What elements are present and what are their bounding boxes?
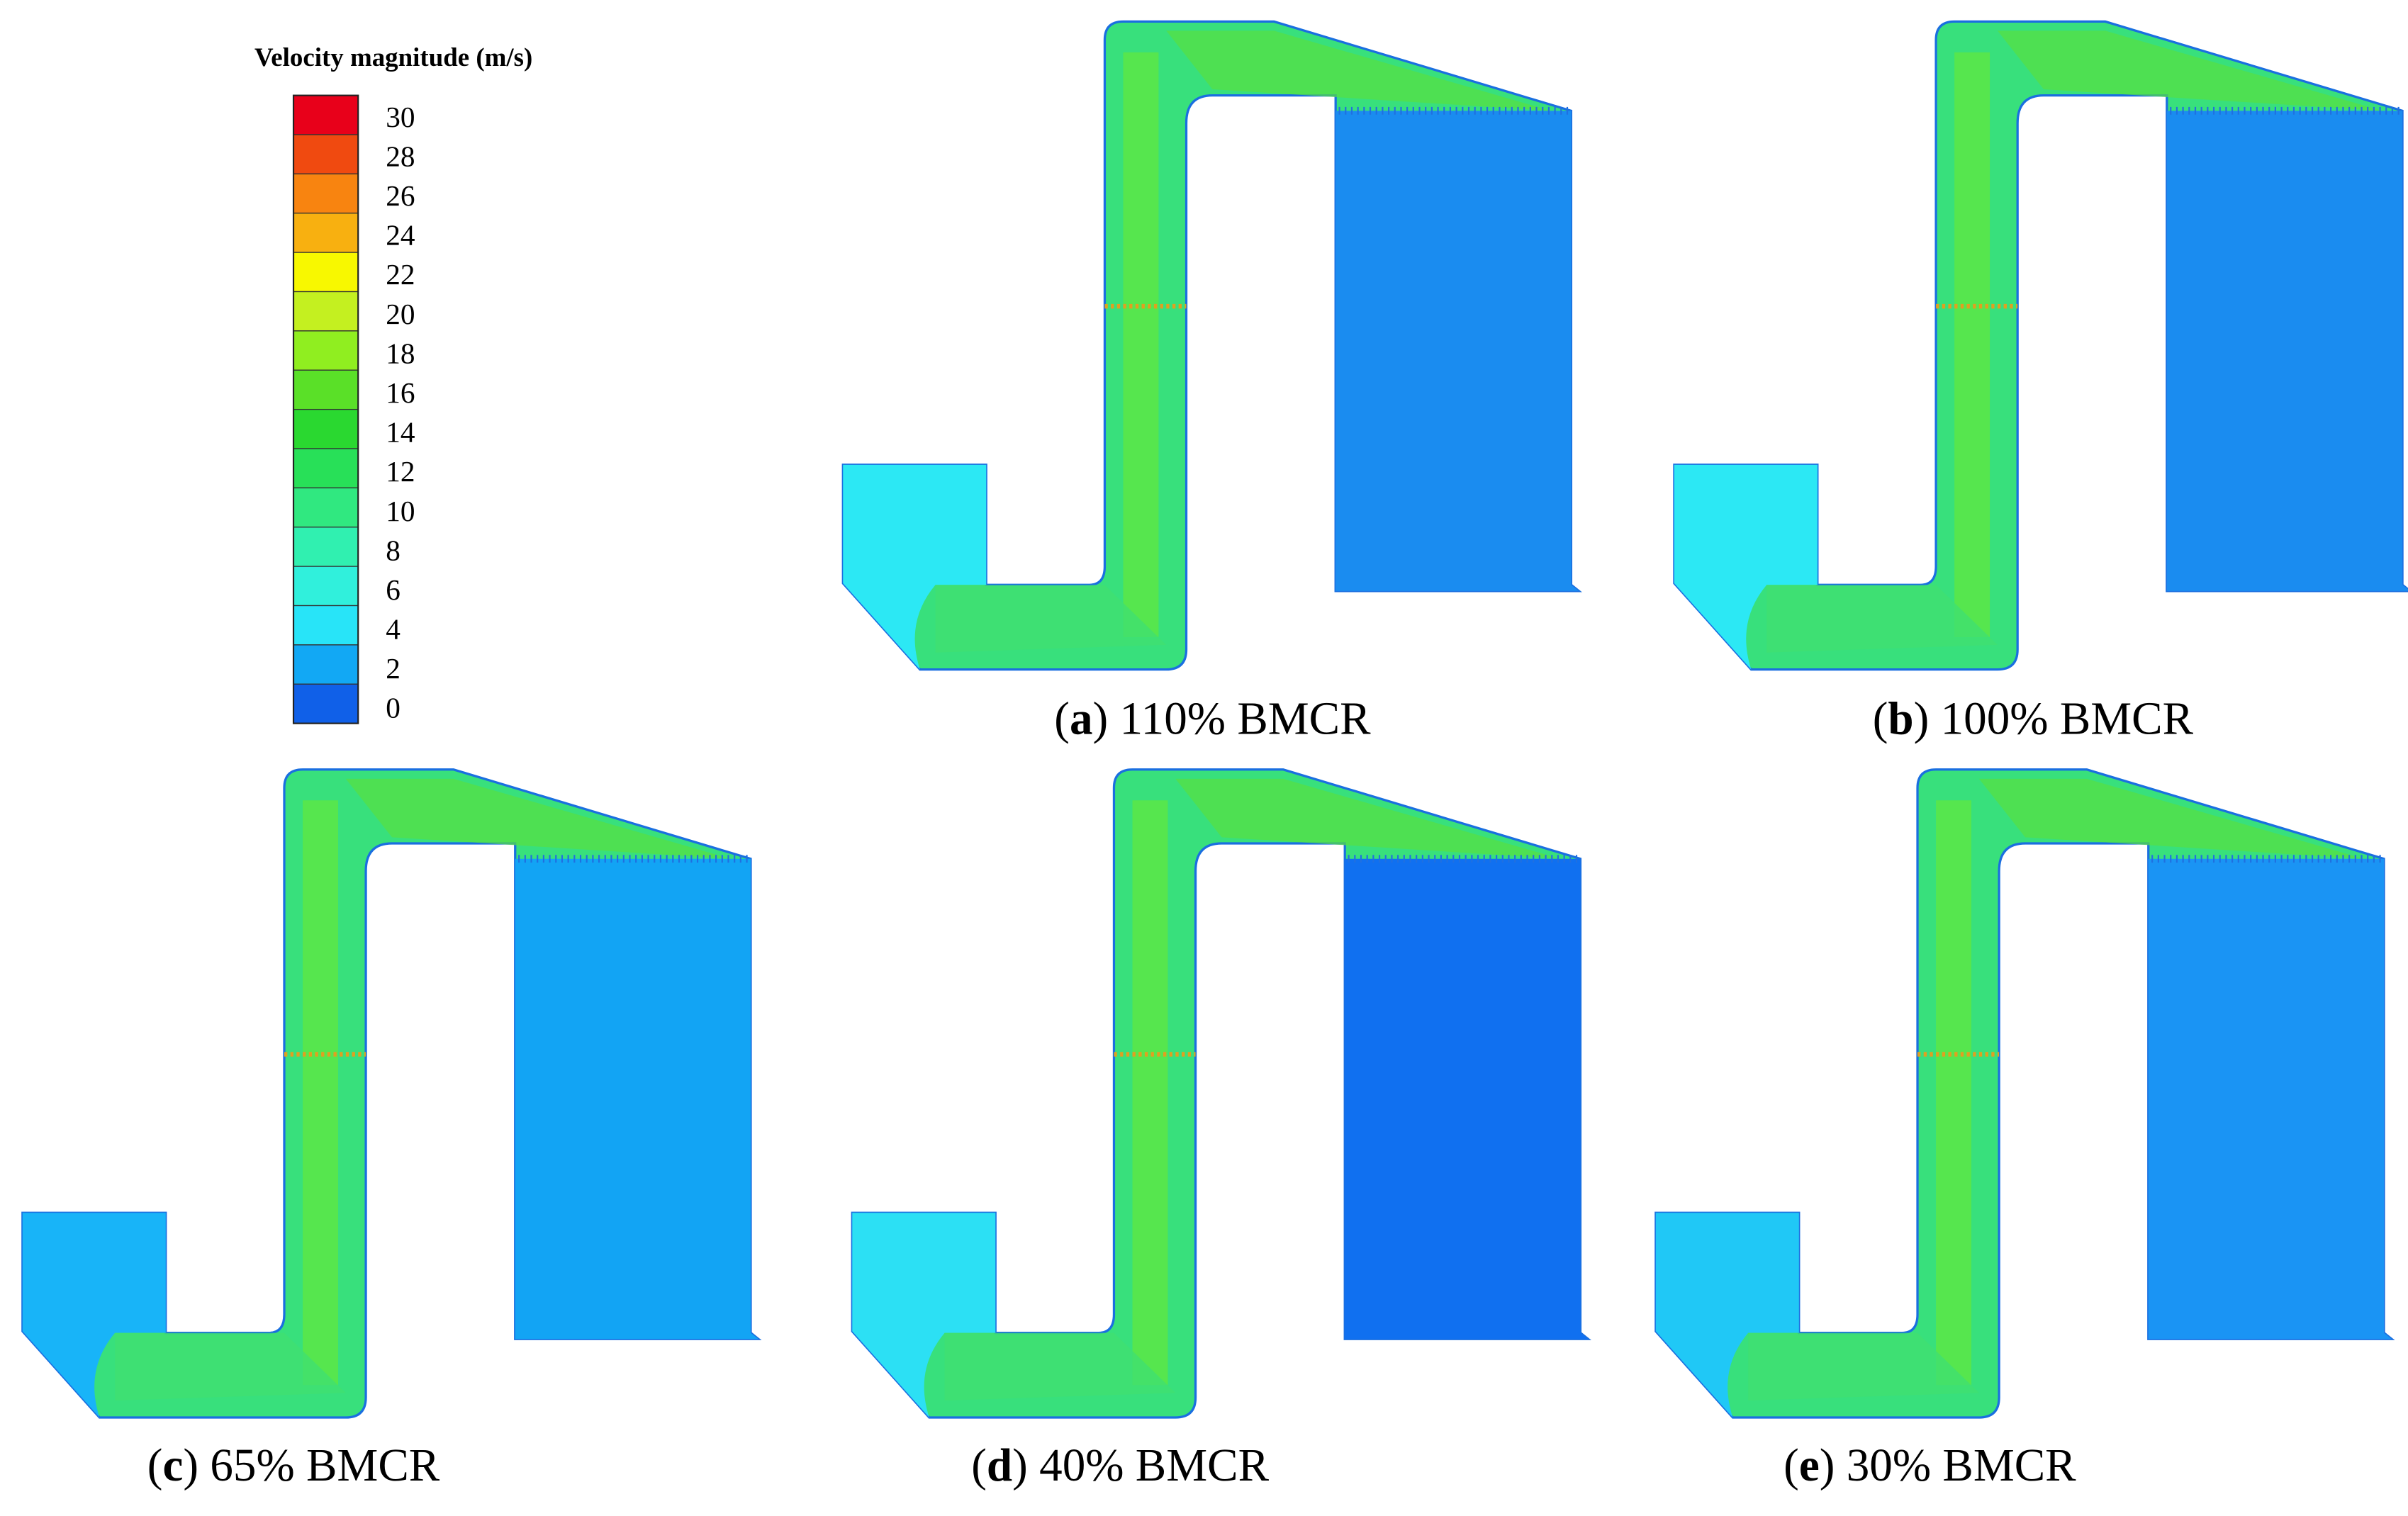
- caption-part: e: [1799, 1440, 1820, 1491]
- caption-part: a: [1070, 694, 1093, 745]
- color-band: [293, 605, 359, 646]
- tick-label: 14: [386, 416, 415, 449]
- legend-title: Velocity magnitude (m/s): [254, 43, 532, 72]
- panel-caption: (b) 100% BMCR: [1873, 694, 2194, 745]
- color-band: [293, 448, 359, 489]
- inlet-box: [1674, 464, 1818, 670]
- caption-part: ) 30% BMCR: [1820, 1440, 2076, 1491]
- inlet-box: [1655, 1213, 1799, 1418]
- color-band: [293, 408, 359, 449]
- right-box: [2166, 111, 2408, 591]
- tick-label: 18: [386, 337, 415, 369]
- riser-core: [1132, 800, 1168, 1386]
- caption-part: ) 100% BMCR: [1914, 694, 2194, 745]
- right-box: [1335, 111, 1579, 591]
- colorbar-frame: [292, 94, 359, 724]
- roof-flow: [345, 778, 731, 859]
- bottom-flow: [1748, 1332, 1979, 1401]
- panel-caption: (e) 30% BMCR: [1783, 1440, 2076, 1491]
- contour-panel: [1654, 768, 2395, 1419]
- panel-caption: (a) 110% BMCR: [1054, 694, 1371, 745]
- tick-label: 6: [386, 573, 401, 606]
- color-band: [293, 487, 359, 528]
- tick-label: 4: [386, 613, 401, 646]
- roof-flow: [1997, 30, 2382, 111]
- contour-panel: [1673, 20, 2408, 671]
- caption-part: ) 40% BMCR: [1012, 1440, 1269, 1491]
- inlet-box: [22, 1213, 166, 1418]
- roof-flow: [1978, 778, 2364, 859]
- caption-part: ) 110% BMCR: [1093, 694, 1372, 745]
- tick-label: 26: [386, 179, 415, 212]
- tick-label: 16: [386, 376, 415, 409]
- color-band: [293, 369, 359, 410]
- right-box: [2148, 858, 2392, 1340]
- contour-panel: [841, 20, 1582, 671]
- caption-part: d: [987, 1440, 1012, 1491]
- caption-part: (: [1873, 694, 1888, 745]
- color-band: [293, 252, 359, 293]
- color-band: [293, 527, 359, 567]
- color-band: [293, 330, 359, 371]
- inlet-box: [852, 1213, 996, 1418]
- right-box: [515, 858, 758, 1340]
- caption-part: ) 65% BMCR: [183, 1440, 439, 1491]
- bottom-flow: [1766, 585, 1998, 653]
- riser-core: [1954, 52, 1990, 638]
- color-band: [293, 644, 359, 685]
- color-band: [293, 683, 359, 724]
- caption-part: (: [1783, 1440, 1799, 1491]
- caption-part: c: [162, 1440, 183, 1491]
- caption-part: (: [147, 1440, 163, 1491]
- tick-label: 22: [386, 258, 415, 291]
- caption-part: (: [1054, 694, 1070, 745]
- contour-panel: [851, 768, 1591, 1419]
- bottom-flow: [944, 1332, 1176, 1401]
- color-band: [293, 134, 359, 175]
- tick-label: 20: [386, 298, 415, 330]
- riser-core: [1936, 800, 1972, 1386]
- color-band: [293, 566, 359, 607]
- riser-core: [303, 800, 338, 1386]
- tick-label: 30: [386, 101, 415, 133]
- panel-caption: (d) 40% BMCR: [971, 1440, 1269, 1491]
- color-band: [293, 94, 359, 135]
- bottom-flow: [935, 585, 1167, 653]
- panel-caption: (c) 65% BMCR: [147, 1440, 440, 1491]
- right-box: [1345, 858, 1589, 1340]
- inlet-box: [843, 464, 987, 670]
- caption-part: b: [1888, 694, 1913, 745]
- roof-flow: [1166, 30, 1552, 111]
- tick-label: 24: [386, 219, 415, 252]
- contour-panel: [21, 768, 762, 1419]
- tick-label: 10: [386, 495, 415, 527]
- tick-label: 28: [386, 140, 415, 172]
- tick-label: 12: [386, 455, 415, 488]
- caption-part: (: [971, 1440, 987, 1491]
- color-band: [293, 213, 359, 253]
- tick-label: 0: [386, 692, 401, 724]
- bottom-flow: [115, 1332, 346, 1401]
- tick-label: 2: [386, 652, 401, 685]
- riser-core: [1123, 52, 1159, 638]
- tick-label: 8: [386, 534, 401, 566]
- roof-flow: [1175, 778, 1561, 859]
- color-band: [293, 291, 359, 332]
- color-band: [293, 173, 359, 214]
